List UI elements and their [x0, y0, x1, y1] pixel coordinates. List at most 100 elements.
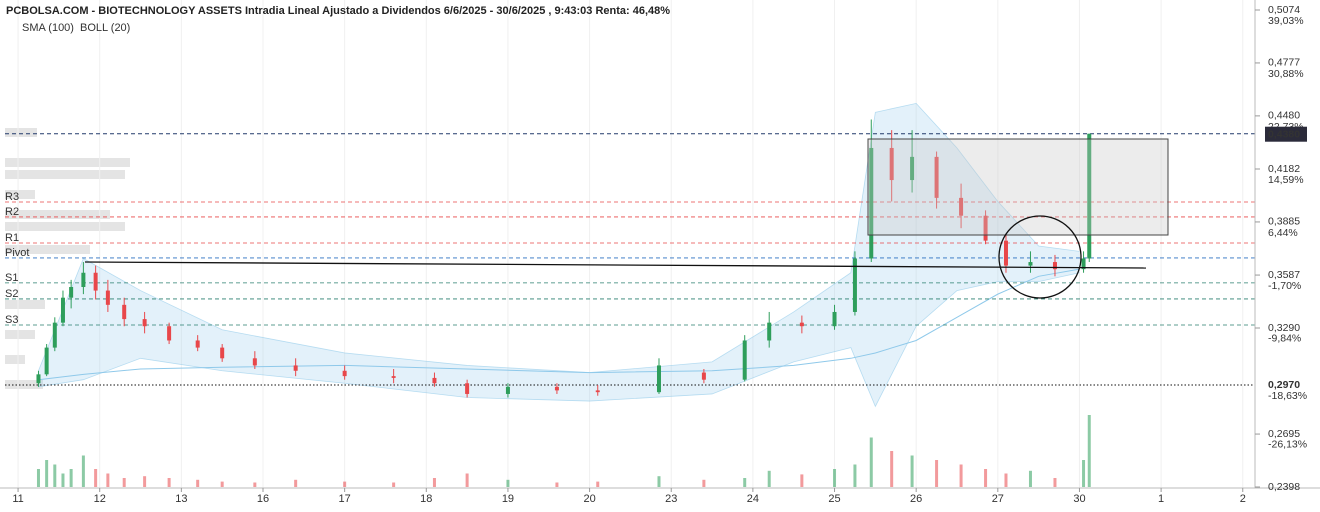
level-label: R3	[5, 191, 19, 203]
candle-body	[595, 390, 600, 393]
volume-bar	[106, 473, 110, 487]
trend-line	[84, 261, 1147, 269]
y2-tick-label: -18,63%	[1268, 390, 1307, 402]
candle-body	[1081, 258, 1086, 270]
volume-bar	[984, 469, 988, 487]
profile-bar	[5, 158, 130, 167]
highlight-box	[867, 138, 1169, 236]
candle-body	[1003, 240, 1008, 266]
profile-bar	[5, 245, 90, 254]
candle-body	[889, 147, 894, 181]
candle-body	[799, 322, 804, 327]
levels: R3 R2 R1 Pivot S1 S2 S3	[5, 133, 1255, 386]
profile-bar	[5, 210, 110, 219]
x-tick-label: 11	[12, 493, 23, 505]
bollinger-lower	[38, 272, 1080, 408]
candle-body	[44, 347, 49, 375]
candle-body	[832, 311, 837, 327]
volume-bar	[890, 451, 894, 487]
level-label: Pivot	[5, 247, 29, 259]
x-tick-label: 30	[1073, 493, 1085, 505]
y2-tick-label: -1,70%	[1268, 280, 1301, 292]
x-tick-label: 16	[257, 493, 269, 505]
candle-body	[60, 297, 65, 323]
volume-bar	[767, 470, 771, 487]
volume-bar	[910, 455, 914, 487]
volume-bar	[596, 481, 600, 487]
candle-body	[195, 340, 200, 348]
circle-marker	[998, 215, 1082, 299]
candle-body	[220, 347, 225, 359]
volume-bar	[1053, 478, 1057, 487]
volume-bar	[196, 479, 200, 487]
volume-bar	[143, 476, 147, 487]
candle-body	[142, 319, 147, 327]
level-label: S3	[5, 314, 18, 326]
candle-body	[656, 365, 661, 393]
y2-tick-label: 6,44%	[1268, 227, 1298, 239]
profile-bar	[5, 128, 37, 137]
profile-bar	[5, 222, 125, 231]
volume-bar	[743, 478, 747, 487]
grid	[17, 0, 1244, 488]
x-tick-label: 19	[502, 493, 514, 505]
volume-bar	[61, 473, 65, 487]
candle-body	[36, 374, 41, 384]
volume-bar	[392, 482, 396, 487]
volume-bar	[1028, 470, 1032, 487]
volume-bar	[800, 474, 804, 487]
volume-bar	[220, 481, 224, 487]
volume-bar	[1082, 460, 1086, 487]
profile-bar	[5, 380, 43, 389]
candle-body	[554, 386, 559, 391]
volume-bar	[506, 479, 510, 487]
candle-body	[432, 377, 437, 384]
candle-body	[1028, 262, 1033, 266]
candle-body	[252, 358, 257, 366]
volume-bar	[1087, 415, 1091, 487]
candle-body	[105, 290, 110, 305]
bollinger-upper	[38, 102, 1080, 373]
volume-bar	[167, 478, 171, 487]
level-label: R1	[5, 232, 19, 244]
profile-bar	[5, 300, 45, 309]
candle-body	[701, 372, 706, 380]
y-tick-label: 0,3290	[1268, 322, 1300, 334]
y-tick-label: 0,4480	[1268, 110, 1300, 122]
candle-body	[391, 376, 396, 378]
x-tick-label: 24	[747, 493, 759, 505]
x-tick-label: 26	[910, 493, 922, 505]
y-tick-label: 0,3885	[1268, 216, 1300, 228]
level-label: S2	[5, 288, 18, 300]
level-label: R2	[5, 206, 19, 218]
candle-body	[959, 197, 964, 216]
x-tick-label: 18	[420, 493, 432, 505]
profile-bar	[5, 190, 35, 199]
y-tick-label: 0,4182	[1268, 163, 1300, 175]
candle-body	[465, 383, 470, 394]
chart-title: PCBOLSA.COM - BIOTECHNOLOGY ASSETS Intra…	[6, 5, 670, 17]
x-tick-label: 27	[992, 493, 1004, 505]
volume-bar	[935, 460, 939, 487]
volume-bar	[853, 464, 857, 487]
legend-sma: SMA (100)	[22, 22, 74, 34]
volume-bar	[343, 481, 347, 487]
volume-bar	[869, 437, 873, 487]
candle-body	[167, 326, 172, 341]
y-tick-label: 0,5074	[1268, 4, 1300, 16]
volume-bar	[1004, 473, 1008, 487]
y2-tick-label: -9,84%	[1268, 333, 1301, 345]
volume-bar	[702, 479, 706, 487]
candle-body	[505, 386, 510, 394]
volume-bar	[45, 460, 49, 487]
x-tick-label: 2	[1240, 493, 1246, 505]
x-tick-label: 20	[583, 493, 595, 505]
y2-tick-label: 30,88%	[1268, 68, 1304, 80]
x-tick-label: 12	[94, 493, 106, 505]
volume-bar	[81, 455, 85, 487]
volume-bar	[555, 482, 559, 487]
sma-line	[38, 268, 1080, 381]
y-tick-label: 0,3587	[1268, 269, 1300, 281]
